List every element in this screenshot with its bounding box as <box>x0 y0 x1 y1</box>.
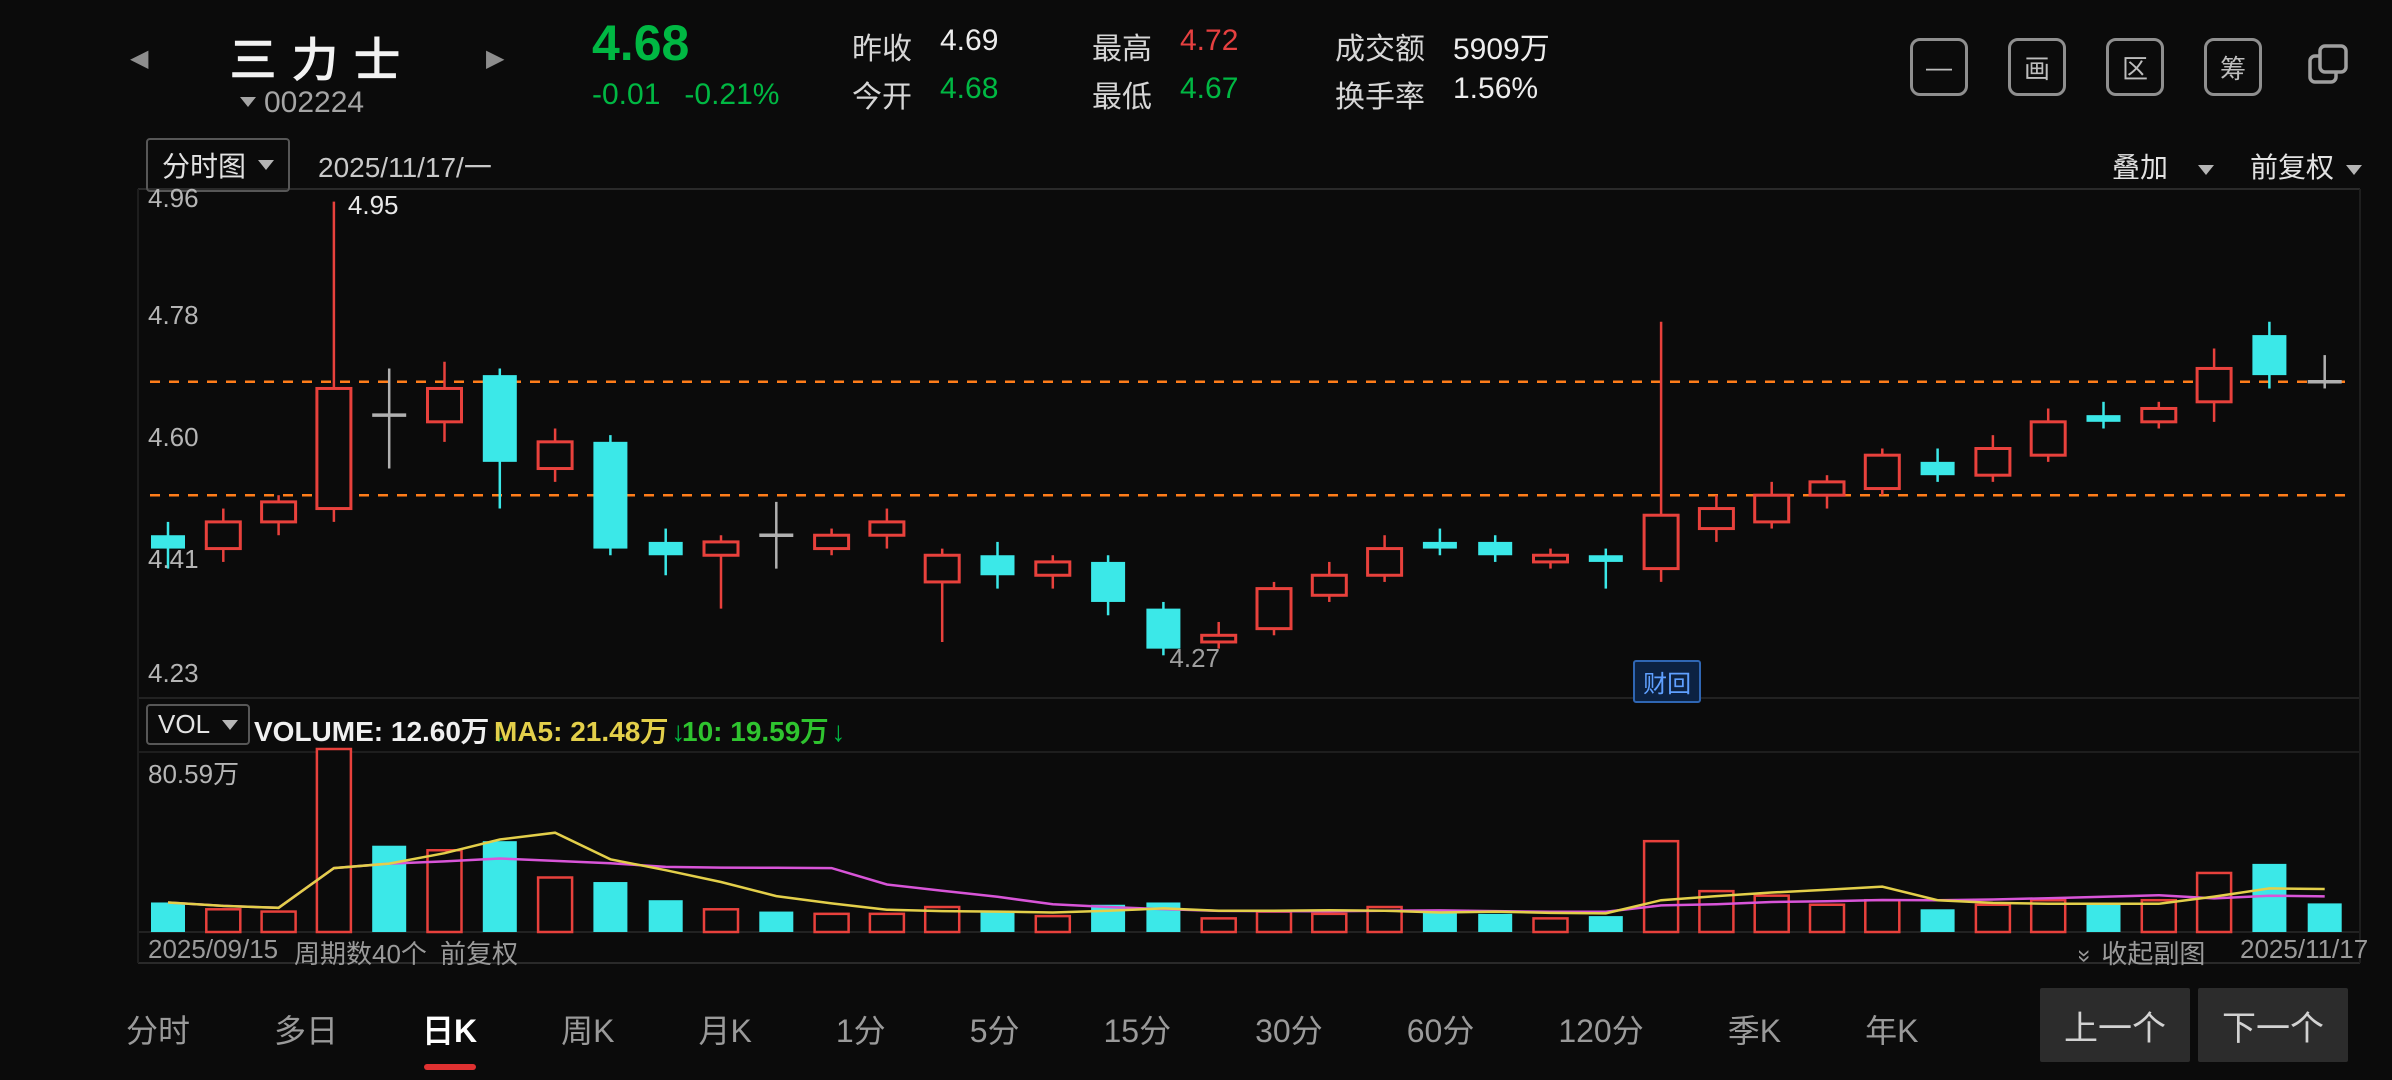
stat-low: 最低 4.67 <box>1092 72 1238 116</box>
minimize-button[interactable]: — <box>1910 38 1968 96</box>
tab-日K[interactable]: 日K <box>422 1006 477 1070</box>
region-icon: 区 <box>2121 53 2148 84</box>
tab-季K[interactable]: 季K <box>1727 1013 1782 1049</box>
stat-high: 最高 4.72 <box>1092 24 1238 68</box>
tab-周K[interactable]: 周K <box>561 1013 615 1049</box>
overlay-label: 叠加 <box>2112 152 2169 183</box>
price-change: -0.01 -0.21% <box>592 78 779 112</box>
stat-label-2: 最高 <box>1092 33 1152 66</box>
stat-turnover: 成交额 5909万 <box>1335 24 1550 68</box>
change-percent: -0.21% <box>684 78 780 111</box>
stat-label-5: 换手率 <box>1335 81 1425 114</box>
tab-分时[interactable]: 分时 <box>126 1013 191 1049</box>
chevron-down-icon <box>2198 164 2215 175</box>
stock-title: 三力士 <box>230 34 416 86</box>
down-arrow-icon: ↓ <box>831 716 846 747</box>
volume-ma5: MA5: 21.48万 ↓ <box>494 716 686 747</box>
stock-code: 002224 <box>264 86 365 119</box>
tab-5分[interactable]: 5分 <box>969 1013 1020 1049</box>
down-arrow-icon: ↓ <box>491 716 506 747</box>
draw-tools-button[interactable]: 画 <box>2008 38 2066 96</box>
stat-value-1: 4.68 <box>940 72 999 105</box>
y-axis-label: 4.78 <box>148 300 199 330</box>
period-tabs: 分时 多日 日K 周K 月K 1分 5分 15分 30分 60分 120分 季K 年K <box>126 992 1918 1070</box>
chevron-down-icon <box>2346 164 2363 175</box>
chevron-down-icon <box>258 160 275 170</box>
low-price-label: 4.27 <box>1169 643 1220 674</box>
flip-page-icon <box>2308 44 2348 84</box>
overlay-selector[interactable]: 叠加 <box>2112 146 2215 186</box>
next-button[interactable]: 下一个 <box>2198 988 2348 1062</box>
chips-icon: 筹 <box>2219 53 2246 84</box>
tab-月K[interactable]: 月K <box>698 1013 752 1049</box>
y-axis-label: 4.23 <box>148 658 199 688</box>
y-axis-label: 4.96 <box>148 183 199 213</box>
collapse-subchart-button[interactable]: » 收起副图 <box>2071 939 2206 969</box>
prev-stock-arrow-icon[interactable]: ◀ <box>130 45 149 72</box>
stat-label-0: 昨收 <box>852 33 912 66</box>
chart-start-date: 2025/09/15 <box>148 934 279 964</box>
stat-value-2: 4.72 <box>1180 24 1239 57</box>
double-chevron-down-icon: » <box>2071 949 2099 963</box>
high-price-label: 4.95 <box>347 189 399 220</box>
period-count-label: 周期数40个 <box>294 939 427 969</box>
tab-30分[interactable]: 30分 <box>1255 1013 1323 1049</box>
draw-icon: 画 <box>2023 53 2050 84</box>
stat-label-3: 最低 <box>1092 81 1152 114</box>
tab-120分[interactable]: 120分 <box>1558 1013 1644 1049</box>
chips-button[interactable]: 筹 <box>2204 38 2262 96</box>
region-button[interactable]: 区 <box>2106 38 2164 96</box>
chart-end-date: 2025/11/17 <box>2240 934 2369 964</box>
flip-page-button[interactable] <box>2302 38 2354 90</box>
chevron-down-icon <box>240 96 256 107</box>
adjust-label: 前复权 <box>2250 152 2335 183</box>
adjust-type-selector[interactable]: 前复权 <box>2250 146 2363 186</box>
chart-date: 2025/11/17/一 <box>318 152 492 183</box>
down-arrow-icon: ↓ <box>671 716 686 747</box>
volume-axis-label: 80.59万 <box>148 759 240 789</box>
stat-value-3: 4.67 <box>1180 72 1239 105</box>
volume-ma10: 10: 19.59万 ↓ <box>682 716 846 747</box>
stat-value-4: 5909万 <box>1453 33 1550 66</box>
next-stock-arrow-icon[interactable]: ▶ <box>486 45 505 72</box>
stat-value-5: 1.56% <box>1453 72 1539 105</box>
stat-label-1: 今开 <box>852 81 912 114</box>
current-price: 4.68 <box>592 15 690 71</box>
chart-type-selector[interactable]: 分时图 <box>146 138 291 192</box>
stat-open: 今开 4.68 <box>852 72 998 116</box>
tab-60分[interactable]: 60分 <box>1406 1013 1475 1049</box>
minimize-icon: — <box>1926 51 1952 82</box>
tab-1分[interactable]: 1分 <box>835 1013 886 1049</box>
y-axis-label: 4.60 <box>148 422 199 452</box>
stat-prev-close: 昨收 4.69 <box>852 24 998 68</box>
chart-type-label: 分时图 <box>162 151 247 182</box>
volume-value: VOLUME: 12.60万 ↓ <box>254 716 506 747</box>
tab-多日[interactable]: 多日 <box>274 1013 339 1049</box>
vol-label: VOL <box>158 709 211 739</box>
y-axis-label: 4.41 <box>148 544 199 574</box>
previous-button[interactable]: 上一个 <box>2040 988 2190 1062</box>
stat-turnover-rate: 换手率 1.56% <box>1335 72 1538 116</box>
volume-indicator-selector[interactable]: VOL <box>146 704 251 745</box>
stat-value-0: 4.69 <box>940 24 999 57</box>
stat-label-4: 成交额 <box>1335 33 1425 66</box>
tab-15分[interactable]: 15分 <box>1103 1013 1172 1049</box>
event-badge[interactable]: 财回 <box>1633 660 1702 703</box>
stock-code-dropdown[interactable]: 002224 <box>240 86 364 120</box>
tab-年K[interactable]: 年K <box>1865 1013 1919 1049</box>
adjust-footer-label: 前复权 <box>440 939 519 969</box>
chevron-down-icon <box>222 719 239 730</box>
change-amount: -0.01 <box>592 78 661 111</box>
